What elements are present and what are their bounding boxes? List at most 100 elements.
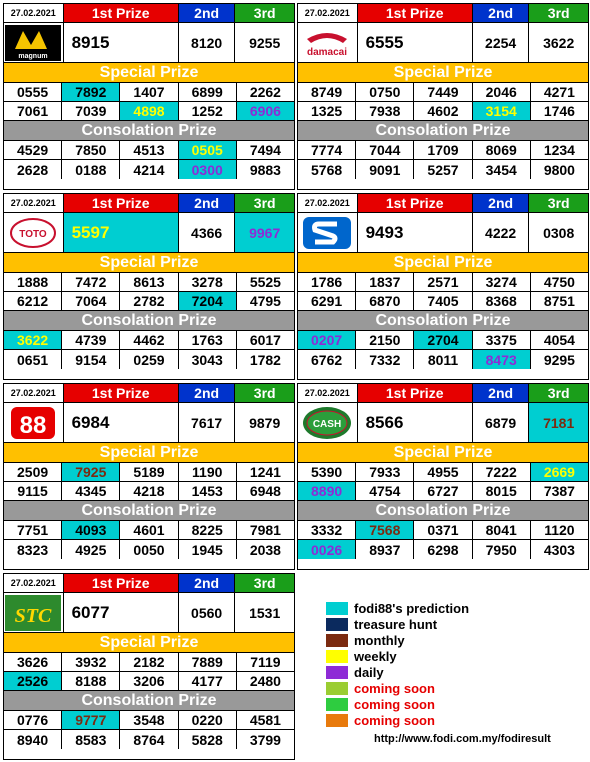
third-prize-number: 9879 (249, 414, 281, 431)
special-prize-number: 8015 (473, 482, 531, 500)
consolation-prize-number: 4093 (62, 521, 121, 539)
consolation-prize-number: 8473 (472, 350, 531, 369)
special-prize-number: 2262 (249, 84, 281, 100)
special-prize-number: 4271 (543, 84, 575, 100)
legend: fodi88's prediction treasure hunt monthl… (326, 600, 469, 728)
consolation-prize-number: 1782 (249, 351, 281, 368)
draw-date: 27.02.2021 (4, 574, 64, 592)
header-row: 27.02.2021 1st Prize 2nd 3rd (4, 194, 294, 213)
legend-label: treasure hunt (354, 616, 438, 632)
header-row: 27.02.2021 1st Prize 2nd 3rd (4, 4, 294, 23)
second-prize-label: 2nd (178, 384, 236, 402)
consolation-prize-row: 0026 8937 6298 7950 4303 (298, 540, 588, 559)
special-prize-number: 5390 (298, 463, 357, 481)
top-prizes-row: damacai 6555 2254 3622 (298, 23, 588, 63)
first-prize-label: 1st Prize (357, 384, 473, 402)
consolation-prize-number: 9883 (249, 161, 281, 178)
third-prize-label: 3rd (529, 384, 588, 402)
consolation-prize-number: 3799 (249, 731, 281, 748)
draw-date: 27.02.2021 (298, 384, 358, 402)
toto-logo: TOTO (4, 213, 64, 252)
consolation-prize-number: 1945 (179, 540, 237, 559)
second-prize-number: 7617 (179, 403, 236, 442)
consolation-prize-number: 3375 (473, 331, 531, 349)
consolation-prize-number: 3548 (120, 711, 179, 729)
result-panel: 27.02.2021 1st Prize 2nd 3rd TOTO 5597 4… (3, 193, 295, 380)
consolation-prize-number: 7751 (4, 521, 63, 539)
consolation-prize-row: 7751 4093 4601 8225 7981 (4, 521, 294, 540)
first-prize-number: 9493 (358, 213, 473, 252)
consolation-prize-number: 0371 (414, 521, 473, 539)
second-prize-label: 2nd (178, 574, 236, 592)
special-prize-number: 3206 (120, 672, 179, 690)
legend-label: fodi88's prediction (354, 600, 470, 616)
special-prize-number: 2571 (414, 273, 473, 291)
sabah88-logo: 88 (4, 403, 64, 442)
third-prize-label: 3rd (235, 384, 294, 402)
first-prize-number: 6555 (358, 23, 473, 62)
consolation-prize-number: 8940 (4, 730, 63, 749)
consolation-prize-number: 9154 (62, 350, 121, 369)
consolation-prize-row: 0651 9154 0259 3043 1782 (4, 350, 294, 369)
legend-swatch (326, 681, 348, 695)
first-prize-label: 1st Prize (357, 4, 473, 22)
special-prize-row: 6291 6870 7405 8368 8751 (298, 292, 588, 311)
special-prize-number: 3274 (473, 273, 531, 291)
consolation-prize-number: 1763 (179, 331, 237, 349)
consolation-prize-number: 1234 (543, 142, 575, 158)
special-prize-number: 4898 (120, 102, 179, 120)
special-prize-number: 7892 (62, 83, 121, 101)
first-prize-number: 5597 (63, 213, 179, 252)
special-prize-number: 7889 (179, 653, 237, 671)
consolation-prize-heading: Consolation Prize (4, 121, 294, 141)
consolation-prize-row: 3332 7568 0371 8041 1120 (298, 521, 588, 540)
consolation-prize-number: 4601 (120, 521, 179, 539)
consolation-prize-number: 8225 (179, 521, 237, 539)
special-prize-number: 7222 (473, 463, 531, 481)
consolation-prize-number: 7044 (356, 141, 415, 159)
third-prize-number: 7181 (529, 403, 588, 442)
consolation-prize-number: 3622 (4, 331, 63, 349)
special-prize-number: 6291 (298, 292, 357, 310)
second-prize-label: 2nd (178, 194, 236, 212)
consolation-prize-heading: Consolation Prize (4, 691, 294, 711)
source-url[interactable]: http://www.fodi.com.my/fodiresult (374, 733, 551, 745)
special-prize-number: 2480 (249, 673, 281, 689)
special-prize-number: 2509 (4, 463, 63, 481)
result-panel: 27.02.2021 1st Prize 2nd 3rd STC 6077 05… (3, 573, 295, 760)
svg-text:88: 88 (20, 412, 47, 439)
special-prize-number: 3932 (62, 653, 121, 671)
third-prize-label: 3rd (529, 194, 588, 212)
special-prize-number: 7119 (250, 654, 281, 670)
consolation-prize-number: 0300 (178, 160, 237, 179)
special-prize-number: 8613 (120, 273, 179, 291)
special-prize-number: 1888 (4, 273, 63, 291)
legend-swatch (326, 665, 348, 679)
consolation-prize-number: 8011 (414, 350, 473, 369)
special-prize-number: 1241 (249, 464, 281, 480)
special-prize-number: 7387 (543, 483, 575, 499)
consolation-prize-row: 4529 7850 4513 0505 7494 (4, 141, 294, 160)
legend-item: treasure hunt (326, 616, 469, 632)
first-prize-number: 8915 (64, 23, 179, 62)
special-prize-number: 1786 (298, 273, 357, 291)
consolation-prize-number: 4925 (62, 540, 121, 559)
special-prize-heading: Special Prize (298, 443, 588, 463)
result-panel: 27.02.2021 1st Prize 2nd 3rd damacai 655… (297, 3, 589, 190)
draw-date: 27.02.2021 (4, 384, 64, 402)
top-prizes-row: TOTO 5597 4366 9967 (4, 213, 294, 253)
first-prize-label: 1st Prize (357, 194, 473, 212)
result-panel: 27.02.2021 1st Prize 2nd 3rd CASH 8566 6… (297, 383, 589, 570)
special-prize-number: 4602 (414, 102, 473, 120)
legend-swatch (326, 633, 348, 647)
special-prize-number: 8749 (298, 83, 357, 101)
special-prize-number: 4218 (120, 482, 179, 500)
consolation-prize-row: 8323 4925 0050 1945 2038 (4, 540, 294, 559)
consolation-prize-heading: Consolation Prize (298, 311, 588, 331)
special-prize-heading: Special Prize (4, 443, 294, 463)
stc-logo: STC (4, 593, 64, 632)
header-row: 27.02.2021 1st Prize 2nd 3rd (4, 384, 294, 403)
special-prize-number: 1190 (179, 463, 237, 481)
legend-item: fodi88's prediction (326, 600, 469, 616)
consolation-prize-number: 2628 (4, 160, 63, 179)
